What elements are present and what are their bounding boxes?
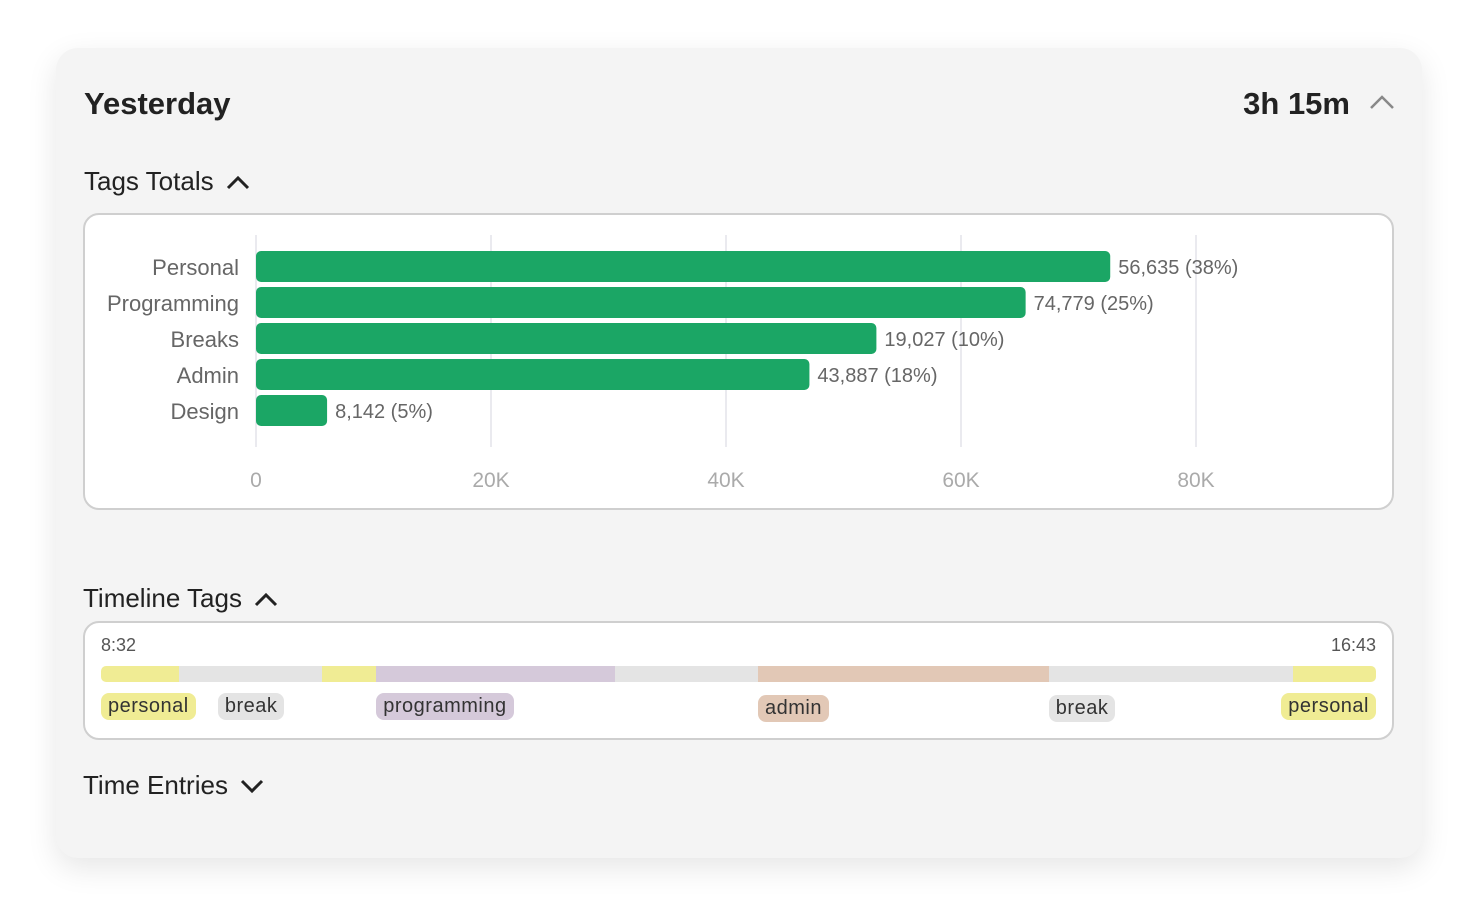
data-label: 19,027 (10%) [884, 329, 1004, 351]
category-label: Breaks [171, 327, 239, 352]
chevron-up-icon[interactable] [1369, 94, 1395, 110]
bar-chart: 0 20K 40K 60K 80K Personal 56,635 (38%) Program… [107, 235, 1238, 492]
timeline-end: 16:43 [1330, 635, 1376, 655]
timeline-tags-toggle[interactable]: Timeline Tags [83, 583, 278, 614]
tag-chip-personal[interactable]: personal [101, 693, 196, 720]
card-title: Yesterday [84, 86, 231, 121]
chevron-up-icon [226, 175, 249, 189]
bar-personal[interactable] [256, 251, 1111, 282]
timeline-segment-admin[interactable] [757, 666, 1049, 682]
x-tick-label: 60K [942, 469, 979, 492]
total-duration: 3h 15m [1243, 86, 1350, 121]
chevron-down-icon [240, 779, 264, 793]
timeline-segment-break[interactable] [1048, 666, 1293, 682]
bar-breaks[interactable] [256, 323, 877, 354]
data-label: 43,887 (18%) [817, 365, 937, 387]
tags-totals-toggle[interactable]: Tags Totals [84, 166, 250, 197]
bar-design[interactable] [256, 395, 328, 426]
timeline-tags-label: Timeline Tags [83, 583, 242, 613]
tag-chip-break[interactable]: break [217, 693, 285, 720]
category-label: Admin [177, 363, 239, 388]
time-entries-toggle[interactable]: Time Entries [83, 770, 264, 801]
chevron-up-icon [254, 592, 278, 606]
timeline-box: 8:32 16:43 personal break programming admin… [83, 621, 1394, 740]
bar-programming[interactable] [256, 287, 1026, 318]
tag-chip-admin[interactable]: admin [757, 695, 829, 722]
x-tick-label: 80K [1177, 469, 1214, 492]
data-label: 56,635 (38%) [1118, 257, 1238, 279]
yesterday-card: Yesterday 3h 15m Tags Totals 0 20K 40K 60K 8… [56, 48, 1422, 858]
timeline-segment-break[interactable] [178, 666, 322, 682]
tag-chip-break[interactable]: break [1048, 695, 1116, 722]
tag-chip-personal[interactable]: personal [1281, 693, 1376, 720]
timeline-segment-personal[interactable] [321, 666, 377, 682]
tags-totals-chart: 0 20K 40K 60K 80K Personal 56,635 (38%) Program… [83, 213, 1394, 510]
data-label: 8,142 (5%) [335, 401, 433, 423]
x-tick-label: 0 [250, 469, 262, 492]
timeline-segment-personal[interactable] [1292, 666, 1376, 682]
tags-totals-label: Tags Totals [84, 166, 214, 196]
category-label: Programming [107, 291, 239, 316]
timeline-bar [101, 666, 1376, 682]
time-entries-label: Time Entries [83, 770, 228, 800]
timeline-segment-programming[interactable] [376, 666, 616, 682]
data-label: 74,779 (25%) [1034, 293, 1154, 315]
bar-admin[interactable] [256, 359, 810, 390]
category-label: Design [171, 399, 239, 424]
timeline-start: 8:32 [101, 635, 137, 655]
category-label: Personal [152, 255, 239, 280]
timeline-segment-personal[interactable] [101, 666, 179, 682]
x-tick-label: 40K [707, 469, 744, 492]
x-tick-label: 20K [472, 469, 509, 492]
tag-chip-programming[interactable]: programming [376, 693, 514, 720]
timeline-segment-break[interactable] [615, 666, 758, 682]
